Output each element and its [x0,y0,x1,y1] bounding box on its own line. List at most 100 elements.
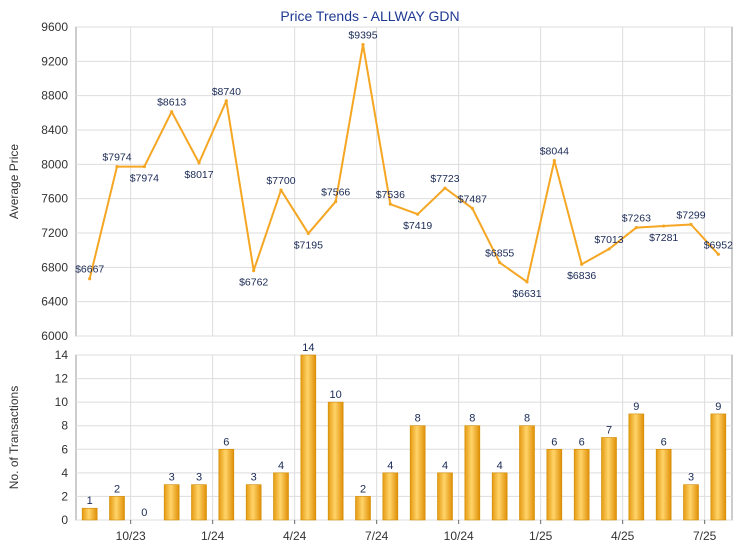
price-data-label: $7263 [622,213,651,225]
transaction-bar [355,496,371,521]
price-data-label: $8017 [184,169,213,181]
price-data-label: $6855 [485,248,514,260]
y-tick-label: 12 [55,372,69,386]
y-tick-label: 10 [55,395,69,409]
transaction-bar [683,484,699,521]
y-tick-label: 7600 [41,192,68,206]
data-point [416,212,420,216]
data-point [607,247,611,251]
transaction-bar [464,425,481,521]
price-line-chart: 6000 6400 6800 7200 7600 8000 8400 8800 9200 9600… [7,20,733,343]
transaction-bar [163,484,180,521]
data-point [443,186,447,190]
data-point [361,42,365,47]
data-point [662,224,666,228]
data-point [142,164,146,169]
price-data-label: $7013 [594,234,623,246]
x-tick-label: 1/25 [529,529,553,543]
y-tick-label: 8800 [41,89,68,103]
bar-data-label: 3 [196,472,202,484]
price-data-label: $8740 [212,86,241,98]
data-point [252,268,256,273]
x-tick-label: 10/24 [444,529,474,543]
data-point [634,225,638,230]
x-tick-label: 7/25 [693,529,717,543]
bar-data-label: 4 [497,460,503,472]
bar-data-label: 8 [524,413,530,425]
y-tick-label: 6000 [41,329,68,343]
bar-data-label: 14 [302,342,314,354]
data-point [689,222,693,227]
price-data-label: $8044 [540,146,569,158]
y-tick-label: 7200 [41,226,68,240]
bar-data-label: 8 [469,413,475,425]
price-data-label: $7974 [130,173,159,185]
bar-data-label: 1 [87,495,93,507]
bar-data-label: 6 [661,436,667,448]
y-tick-label: 14 [55,348,69,362]
price-data-label: $8613 [157,97,186,109]
transaction-bar [327,401,344,521]
bar-data-label: 4 [387,460,393,472]
x-tick-label: 10/23 [116,529,146,543]
price-line [88,43,720,283]
bar-data-label: 6 [223,436,229,448]
x-tick-label: 4/24 [283,529,307,543]
transaction-bar [409,425,426,521]
transaction-bar [546,448,563,521]
transaction-bar [81,507,98,521]
data-point [197,161,201,165]
transaction-bar [628,413,645,521]
price-data-label: $6631 [512,288,541,300]
price-data-label: $7299 [676,210,705,222]
data-point [88,277,92,281]
price-data-label: $6952 [704,239,733,251]
transaction-bar [109,496,125,521]
price-data-label: $9395 [348,30,377,42]
bar-data-label: 6 [579,436,585,448]
price-data-label: $7566 [321,187,350,199]
bar-data-label: 3 [251,472,257,484]
transaction-bar [601,437,617,521]
bar-data-label: 8 [415,413,421,425]
y-tick-label: 9600 [41,20,68,34]
bar-data-label: 9 [715,401,721,413]
bar-data-label: 9 [633,401,639,413]
y-tick-label: 8000 [41,157,68,171]
bar-data-label: 4 [278,460,284,472]
data-point [115,164,119,169]
bar-data-label: 2 [360,483,366,495]
bar-data-label: 6 [551,436,557,448]
transaction-bar [191,484,207,521]
data-point [170,110,174,114]
transaction-bar [218,448,235,521]
price-data-label: $7723 [430,173,459,185]
y-axis-label: Average Price [7,144,21,219]
y-tick-label: 6 [61,442,68,456]
price-data-label: $6836 [567,270,596,282]
y-tick-label: 8400 [41,123,68,137]
data-point [716,252,720,256]
price-data-label: $7974 [102,152,131,164]
transaction-bar [573,448,590,521]
bar-data-label: 10 [330,389,342,401]
y-tick-label: 2 [61,489,68,503]
data-point [224,99,228,103]
transaction-bar [382,472,399,521]
y-tick-label: 0 [61,513,68,527]
data-point [279,188,283,192]
data-point [388,202,392,206]
transaction-bar [245,484,262,521]
data-point [306,231,310,236]
data-point [334,199,338,204]
y-tick-label: 8 [61,419,68,433]
transaction-bar [273,472,289,521]
data-point [525,280,529,284]
x-tick-label: 4/25 [611,529,635,543]
price-data-label: $7419 [403,220,432,232]
x-tick-label: 1/24 [201,529,225,543]
price-data-label: $7487 [458,193,487,205]
